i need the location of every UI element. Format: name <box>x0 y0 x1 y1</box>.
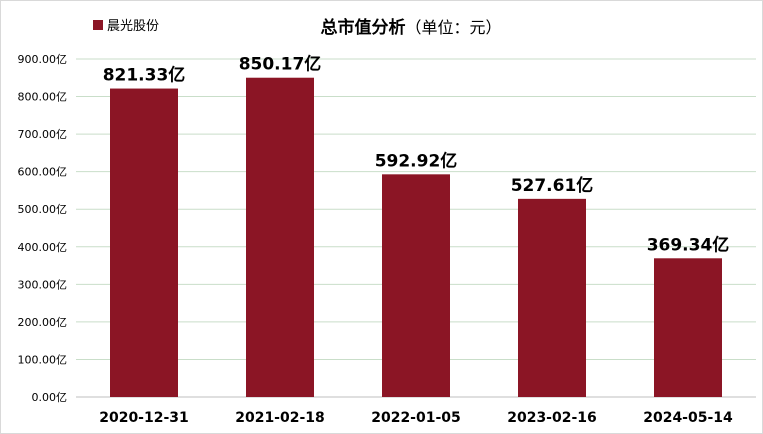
data-label: 369.34亿 <box>647 234 730 255</box>
chart-title: 总市值分析（单位：元） <box>320 17 501 38</box>
y-tick-label: 700.00亿 <box>18 128 68 141</box>
legend-swatch <box>93 20 103 30</box>
chart-title-unit: （单位：元） <box>405 18 501 37</box>
data-label: 850.17亿 <box>239 54 322 75</box>
bar <box>246 77 314 398</box>
bar <box>518 198 586 397</box>
y-tick-label: 100.00亿 <box>18 353 68 366</box>
x-tick-label: 2023-02-16 <box>507 410 597 426</box>
legend-label: 晨光股份 <box>107 19 159 34</box>
bars <box>110 77 722 398</box>
y-tick-label: 300.00亿 <box>18 278 68 291</box>
bar <box>110 88 178 397</box>
y-tick-label: 0.00亿 <box>32 391 68 404</box>
bar <box>654 258 722 397</box>
y-tick-label: 400.00亿 <box>18 241 68 254</box>
y-tick-label: 500.00亿 <box>18 203 68 216</box>
x-tick-label: 2020-12-31 <box>99 410 189 426</box>
x-tick-label: 2022-01-05 <box>371 410 461 426</box>
data-label: 527.61亿 <box>511 175 594 196</box>
y-tick-label: 800.00亿 <box>18 91 68 104</box>
x-tick-label: 2021-02-18 <box>235 410 325 426</box>
data-label: 821.33亿 <box>103 65 186 86</box>
data-label: 592.92亿 <box>375 150 458 171</box>
x-axis: 2020-12-31 2021-02-18 2022-01-05 2023-02-16… <box>99 410 733 426</box>
chart-title-main: 总市值分析 <box>320 17 405 38</box>
y-axis: 0.00亿 100.00亿 200.00亿 300.00亿 400.00亿 500.00亿… <box>18 53 68 404</box>
x-tick-label: 2024-05-14 <box>643 410 733 426</box>
y-tick-label: 200.00亿 <box>18 316 68 329</box>
bar <box>382 174 450 397</box>
data-labels: 821.33亿 850.17亿 592.92亿 527.61亿 369.34亿 <box>103 54 730 256</box>
legend: 晨光股份 <box>93 19 159 34</box>
y-tick-label: 600.00亿 <box>18 166 68 179</box>
y-tick-label: 900.00亿 <box>18 53 68 66</box>
